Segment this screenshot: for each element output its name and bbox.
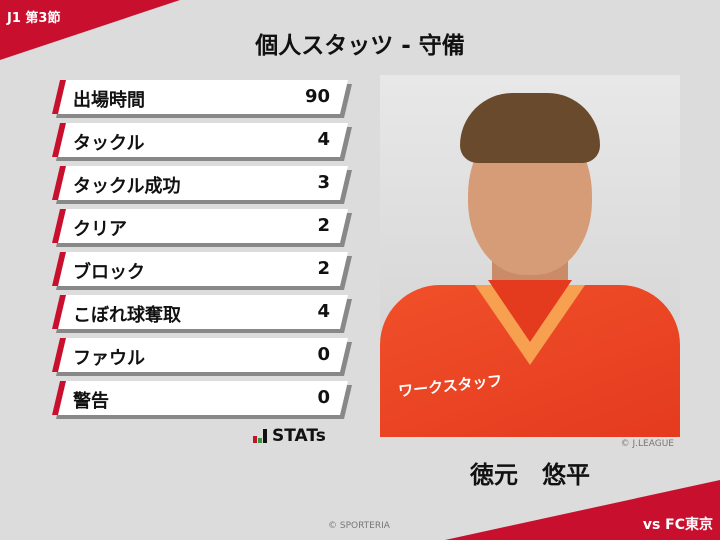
stats-logo-text: STATs: [272, 426, 326, 446]
stat-value: 4: [317, 301, 330, 322]
stat-value: 4: [317, 129, 330, 150]
copyright: © SPORTERIA: [328, 521, 390, 531]
stat-label: ファウル: [73, 348, 145, 369]
photo-credit: © J.LEAGUE: [620, 439, 674, 449]
stat-row: クリア 2: [52, 209, 352, 245]
player-name: 徳元 悠平: [470, 461, 590, 489]
stat-label: ブロック: [73, 262, 145, 283]
page-title: 個人スタッツ - 守備: [255, 33, 465, 59]
stat-value: 2: [317, 215, 330, 236]
bar-chart-icon: [253, 429, 267, 443]
stat-row: 出場時間 90: [52, 80, 352, 116]
stat-label: クリア: [73, 219, 127, 240]
stat-value: 2: [317, 258, 330, 279]
stat-value: 0: [317, 387, 330, 408]
opponent-label: vs FC東京: [642, 517, 713, 533]
stat-value: 90: [304, 86, 330, 107]
stat-row: タックル 4: [52, 123, 352, 159]
stat-label: タックル: [73, 133, 145, 154]
stat-value: 3: [317, 172, 330, 193]
stat-row: タックル成功 3: [52, 166, 352, 202]
stat-label: 出場時間: [73, 90, 145, 111]
stat-label: 警告: [73, 391, 109, 412]
stat-row: 警告 0: [52, 381, 352, 417]
stats-logo: STATs: [253, 426, 326, 446]
stat-value: 0: [317, 344, 330, 365]
round-label: J1 第3節: [7, 11, 61, 26]
player-photo: ワークスタッフ: [380, 75, 680, 437]
stat-row: ファウル 0: [52, 338, 352, 374]
stat-row: こぼれ球奪取 4: [52, 295, 352, 331]
stat-row: ブロック 2: [52, 252, 352, 288]
stat-label: こぼれ球奪取: [73, 305, 181, 326]
stat-label: タックル成功: [73, 176, 181, 197]
